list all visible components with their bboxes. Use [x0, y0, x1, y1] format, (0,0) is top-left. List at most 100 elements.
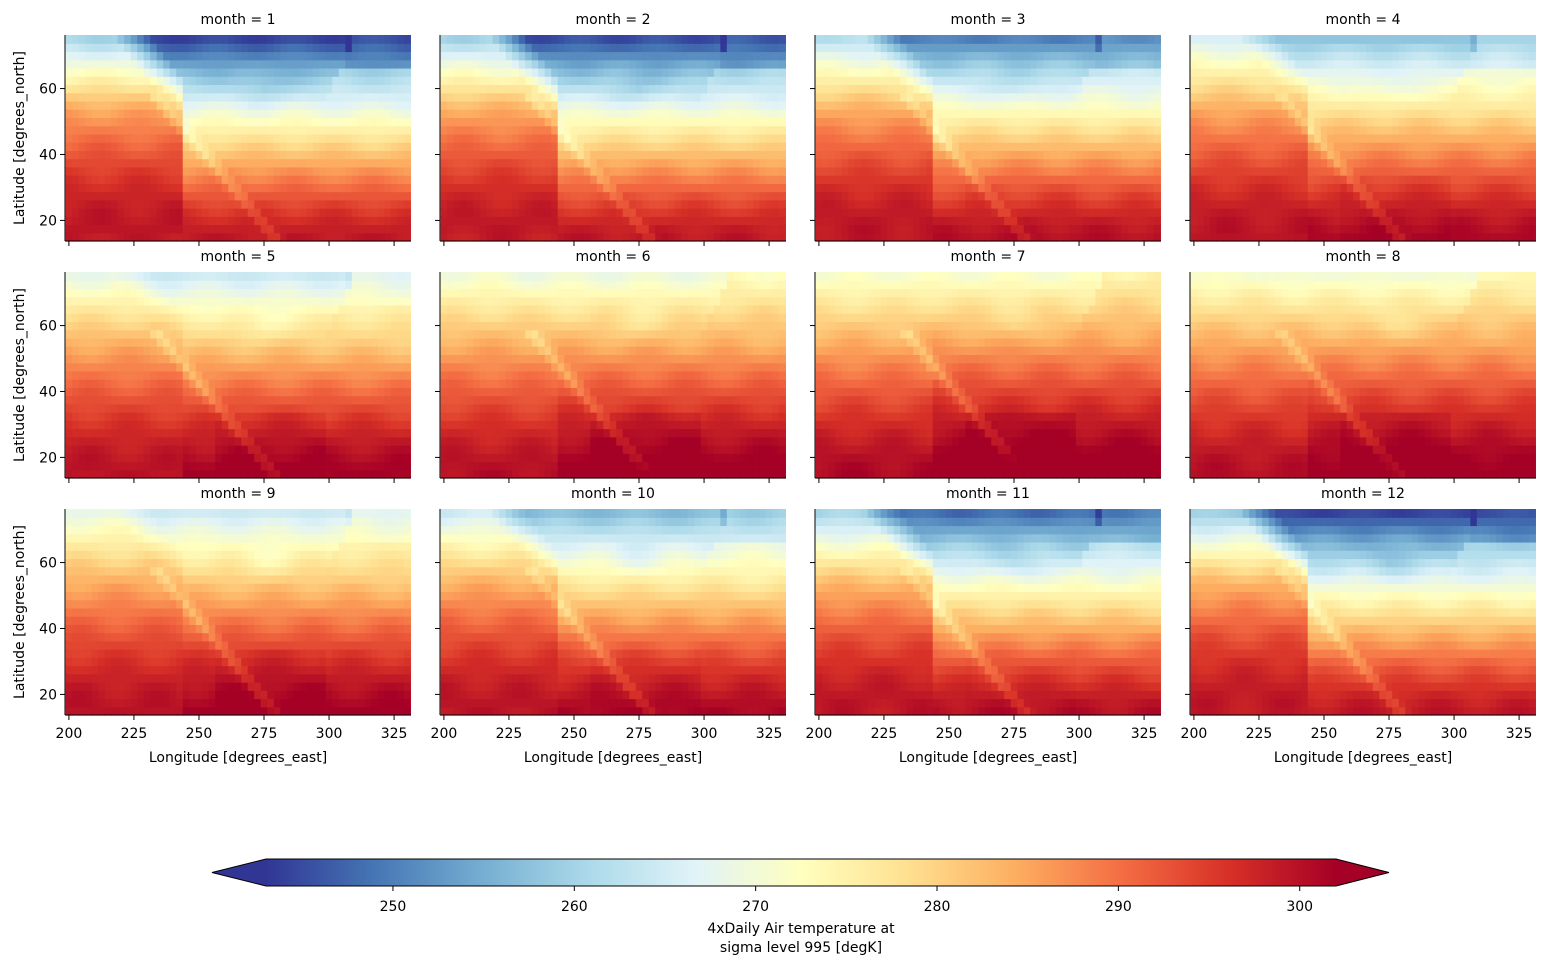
heatmap-cell [958, 175, 966, 184]
heatmap-cell [234, 232, 242, 242]
heatmap-cell [1242, 191, 1250, 201]
heatmap-cell [1509, 224, 1517, 234]
heatmap-cell [1043, 43, 1051, 53]
heatmap-cell [752, 125, 760, 135]
heatmap-cell [512, 133, 520, 143]
heatmap-cell [1236, 191, 1244, 201]
heatmap-cell [1095, 59, 1103, 69]
heatmap-cell [215, 109, 223, 118]
heatmap-cell [65, 125, 73, 135]
heatmap-cell [182, 191, 190, 201]
heatmap-cell [117, 67, 125, 77]
heatmap-cell [169, 43, 177, 53]
heatmap-cell [397, 216, 405, 226]
heatmap-cell [332, 199, 340, 209]
heatmap-cell [752, 100, 760, 110]
heatmap-cell [713, 100, 721, 110]
heatmap-cell [958, 191, 966, 201]
heatmap-cell [906, 232, 914, 242]
heatmap-cell [1030, 158, 1038, 168]
heatmap-cell [1101, 133, 1109, 143]
heatmap-cell [616, 43, 624, 53]
heatmap-cell [893, 92, 901, 102]
heatmap-cell [137, 150, 145, 160]
heatmap-cell [156, 117, 164, 127]
heatmap-cell [835, 158, 843, 168]
heatmap-cell [726, 43, 734, 53]
heatmap-cell [518, 51, 526, 61]
heatmap-cell [150, 175, 158, 184]
heatmap-cell [861, 191, 869, 201]
heatmap-cell [117, 166, 125, 176]
heatmap-cell [978, 84, 986, 94]
heatmap-cell [473, 76, 481, 86]
heatmap-cell [486, 191, 494, 201]
heatmap-cell [358, 158, 366, 168]
heatmap-cell [603, 191, 611, 201]
heatmap-cell [880, 208, 888, 217]
heatmap-cell [397, 35, 405, 44]
heatmap-cell [564, 84, 572, 94]
heatmap-cell [1450, 216, 1458, 226]
heatmap-cell [1069, 109, 1077, 118]
heatmap-cell [91, 199, 99, 209]
heatmap-cell [772, 43, 780, 53]
heatmap-cell [1522, 158, 1530, 168]
heatmap-cell [1424, 232, 1432, 242]
heatmap-cell [104, 59, 112, 69]
heatmap-cell [312, 158, 320, 168]
heatmap-cell [1082, 43, 1090, 53]
heatmap-cell [854, 67, 862, 77]
heatmap-cell [1140, 232, 1148, 242]
heatmap-cell [403, 232, 411, 242]
heatmap-cell [280, 35, 288, 44]
heatmap-cell [1101, 224, 1109, 234]
heatmap-cell [887, 208, 895, 217]
heatmap-cell [163, 100, 171, 110]
heatmap-cell [932, 92, 940, 102]
heatmap-cell [208, 125, 216, 135]
heatmap-cell [202, 67, 210, 77]
heatmap-cell [377, 76, 385, 86]
heatmap-cell [1210, 133, 1218, 143]
heatmap-cell [681, 35, 689, 44]
heatmap-cell [984, 208, 992, 217]
heatmap-cell [538, 109, 546, 118]
heatmap-cell [1515, 208, 1523, 217]
heatmap-cell [648, 76, 656, 86]
heatmap-cell [241, 125, 249, 135]
heatmap-cell [642, 199, 650, 209]
heatmap-cell [518, 216, 526, 226]
heatmap-cell [1114, 175, 1122, 184]
heatmap-cell [1307, 183, 1315, 193]
heatmap-cell [247, 191, 255, 201]
heatmap-cell [978, 142, 986, 151]
heatmap-cell [1069, 216, 1077, 226]
heatmap-cell [674, 43, 682, 53]
heatmap-cell [479, 175, 487, 184]
heatmap-cell [926, 76, 934, 86]
heatmap-cell [215, 150, 223, 160]
heatmap-cell [440, 100, 448, 110]
heatmap-cell [1101, 100, 1109, 110]
heatmap-cell [111, 150, 119, 160]
heatmap-cell [822, 199, 830, 209]
heatmap-cell [505, 125, 513, 135]
heatmap-cell [137, 183, 145, 193]
heatmap-cell [1010, 84, 1018, 94]
heatmap-cell [544, 224, 552, 234]
heatmap-cell [1249, 166, 1257, 176]
heatmap-cell [492, 133, 500, 143]
heatmap-cell [358, 216, 366, 226]
heatmap-cell [124, 100, 132, 110]
heatmap-cell [479, 109, 487, 118]
heatmap-cell [397, 43, 405, 53]
heatmap-cell [466, 150, 474, 160]
heatmap-cell [286, 191, 294, 201]
heatmap-cell [215, 199, 223, 209]
heatmap-cell [1476, 199, 1484, 209]
heatmap-cell [978, 100, 986, 110]
heatmap-cell [1385, 92, 1393, 102]
heatmap-cell [505, 59, 513, 69]
heatmap-cell [505, 84, 513, 94]
